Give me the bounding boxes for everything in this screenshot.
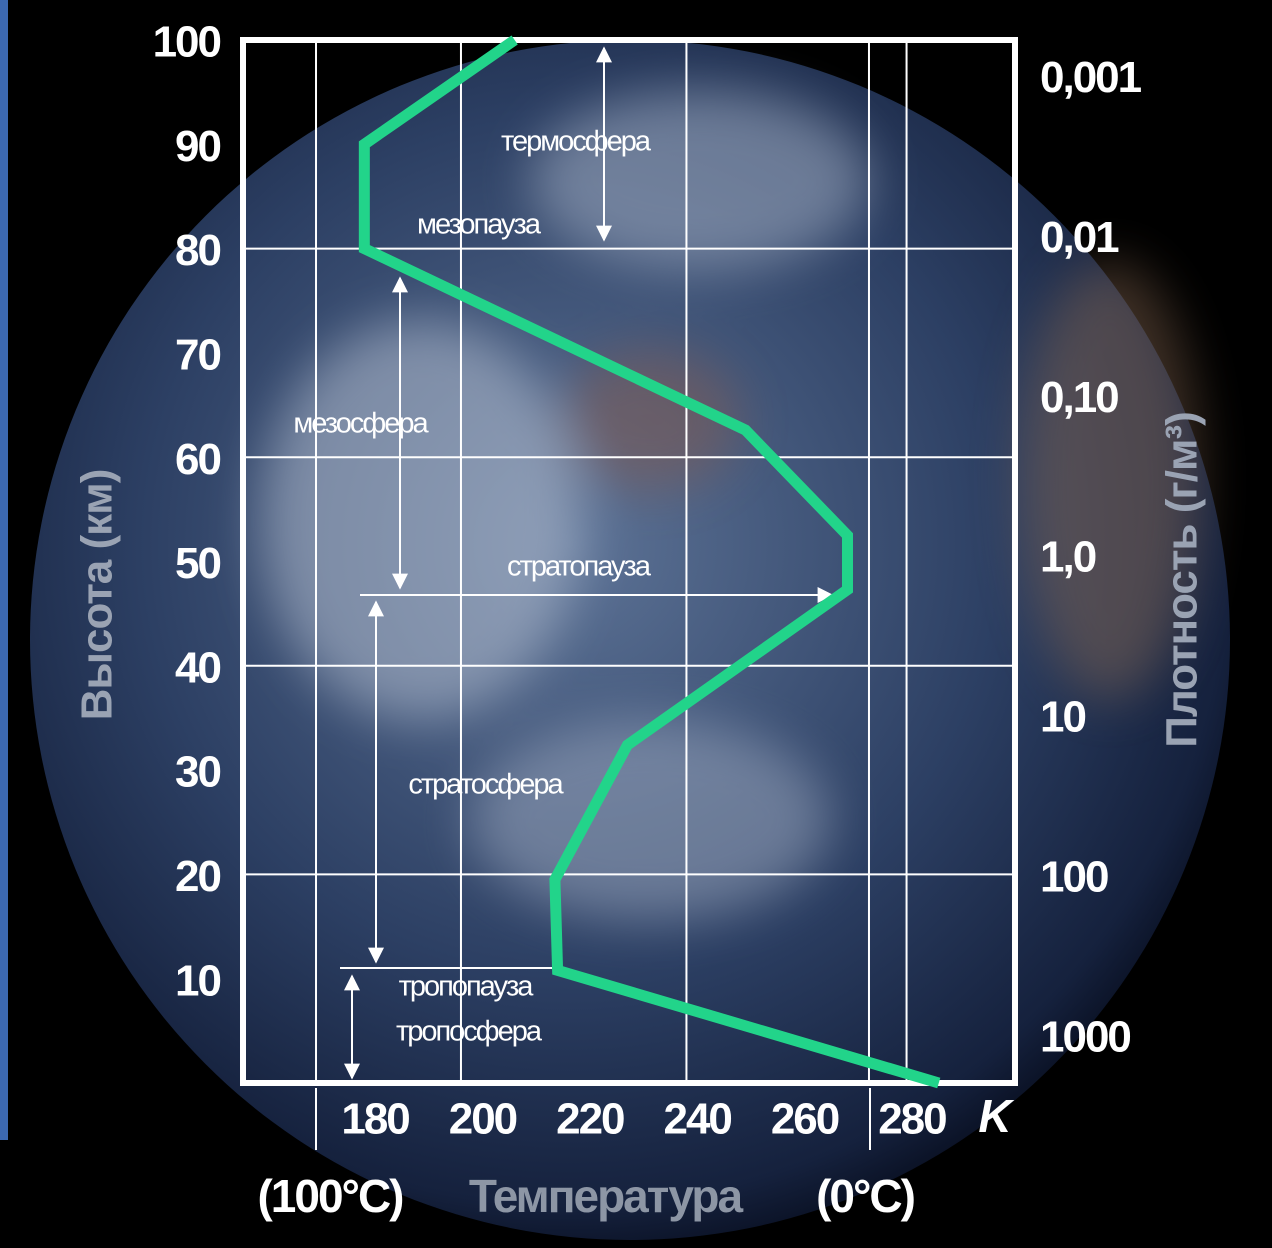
y2-tick-label: 100 [1040, 853, 1108, 902]
x-tick-label: 220 [556, 1095, 624, 1144]
y-axis-label: Высота (км) [73, 470, 122, 721]
y-tick-label: 90 [175, 122, 220, 171]
x-unit: K [978, 1090, 1014, 1142]
annotation: мезопауза [417, 209, 542, 241]
annotation: тропосфера [396, 1016, 543, 1048]
y2-tick-label: 0,001 [1040, 53, 1142, 102]
y-tick-label: 20 [175, 852, 220, 901]
y2-tick-label: 1000 [1040, 1013, 1130, 1062]
annotation: мезосфера [293, 408, 429, 440]
plot-frame [240, 37, 1018, 1086]
y-tick-label: 30 [175, 748, 220, 797]
y2-tick-label: 0,01 [1040, 213, 1119, 262]
side-strip [0, 0, 8, 1140]
y-tick-label: 100 [153, 18, 221, 67]
annotation: стратопауза [507, 551, 652, 583]
y2-tick-label: 10 [1040, 693, 1085, 742]
x-axis-label: Температура [469, 1170, 744, 1222]
x-tick-label: 260 [771, 1095, 839, 1144]
x-tick-label: 200 [449, 1095, 517, 1144]
x-tick-label: 280 [878, 1095, 946, 1144]
x-note: (100°C) [257, 1170, 403, 1222]
y2-tick-label: 0,10 [1040, 373, 1118, 422]
x-tick-label: 180 [341, 1095, 409, 1144]
earth [30, 40, 1230, 1240]
y-tick-label: 70 [175, 331, 220, 380]
temperature-line [358, 35, 941, 1089]
y-tick-label: 50 [175, 539, 220, 588]
clouds [260, 90, 1200, 920]
y2-tick-label: 1,0 [1040, 533, 1096, 582]
annotation: стратосфера [408, 769, 564, 801]
y-tick-label: 40 [175, 643, 220, 692]
y-tick-label: 60 [175, 435, 220, 484]
x-tick-label: 240 [663, 1095, 731, 1144]
y-tick-label: 10 [175, 956, 220, 1005]
y-tick-label: 80 [175, 226, 220, 275]
x-note: (0°C) [816, 1170, 915, 1222]
annotation: термосфера [501, 126, 652, 158]
y2-axis-label: Плотность (г/м³) [1158, 412, 1207, 748]
annotation: тропопауза [399, 971, 535, 1003]
